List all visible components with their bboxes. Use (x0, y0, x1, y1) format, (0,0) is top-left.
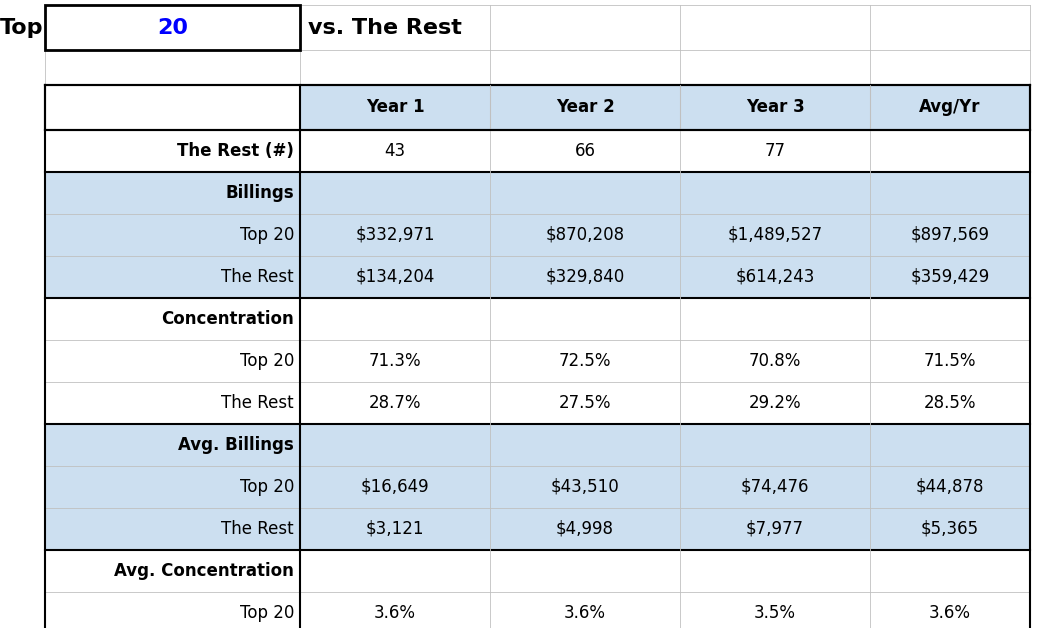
Text: $332,971: $332,971 (355, 226, 434, 244)
Text: The Rest: The Rest (221, 520, 294, 538)
Text: 20: 20 (157, 18, 188, 38)
Bar (45, 424, 1030, 466)
Text: 43: 43 (384, 142, 405, 160)
Text: Top 20: Top 20 (240, 478, 294, 496)
Text: $329,840: $329,840 (545, 268, 624, 286)
Text: $16,649: $16,649 (360, 478, 429, 496)
Bar (45, 85, 300, 130)
Bar (680, 85, 870, 130)
Text: $5,365: $5,365 (921, 520, 979, 538)
Text: 71.3%: 71.3% (369, 352, 422, 370)
Text: 27.5%: 27.5% (559, 394, 611, 412)
Text: $134,204: $134,204 (355, 268, 434, 286)
Bar (45, 340, 1030, 382)
Bar (45, 256, 1030, 298)
Text: 29.2%: 29.2% (749, 394, 802, 412)
Text: 71.5%: 71.5% (924, 352, 976, 370)
Text: $870,208: $870,208 (545, 226, 624, 244)
Text: Year 1: Year 1 (365, 99, 424, 117)
Text: Year 2: Year 2 (555, 99, 614, 117)
Text: $7,977: $7,977 (746, 520, 804, 538)
Bar (45, 466, 1030, 508)
Text: The Rest (#): The Rest (#) (177, 142, 294, 160)
Text: 28.7%: 28.7% (369, 394, 421, 412)
Text: 3.5%: 3.5% (754, 604, 796, 622)
Text: 3.6%: 3.6% (564, 604, 606, 622)
Text: 3.6%: 3.6% (929, 604, 971, 622)
Bar (45, 130, 1030, 172)
Text: $359,429: $359,429 (910, 268, 990, 286)
Bar (45, 508, 1030, 550)
Text: 3.6%: 3.6% (374, 604, 416, 622)
Bar (490, 85, 680, 130)
Text: Billings: Billings (226, 184, 294, 202)
Text: $44,878: $44,878 (916, 478, 984, 496)
Bar (45, 550, 1030, 592)
Bar (870, 85, 1030, 130)
Text: Avg/Yr: Avg/Yr (920, 99, 980, 117)
Text: Year 3: Year 3 (745, 99, 804, 117)
Text: 77: 77 (764, 142, 785, 160)
Text: Concentration: Concentration (161, 310, 294, 328)
Bar (45, 172, 1030, 214)
Bar (45, 5, 300, 50)
Text: 28.5%: 28.5% (924, 394, 976, 412)
Text: Top 20: Top 20 (240, 352, 294, 370)
Text: Top 20: Top 20 (240, 226, 294, 244)
Text: 72.5%: 72.5% (559, 352, 611, 370)
Bar (45, 298, 1030, 340)
Text: Top 20: Top 20 (240, 604, 294, 622)
Text: $897,569: $897,569 (910, 226, 990, 244)
Bar (45, 5, 300, 50)
Text: vs. The Rest: vs. The Rest (308, 18, 461, 38)
Text: 70.8%: 70.8% (749, 352, 801, 370)
Text: Top: Top (0, 18, 43, 38)
Text: $614,243: $614,243 (735, 268, 814, 286)
Bar (300, 85, 490, 130)
Text: $43,510: $43,510 (550, 478, 619, 496)
Text: The Rest: The Rest (221, 268, 294, 286)
Bar (45, 592, 1030, 628)
Text: $1,489,527: $1,489,527 (728, 226, 823, 244)
Text: The Rest: The Rest (221, 394, 294, 412)
Text: 66: 66 (574, 142, 595, 160)
Bar (45, 214, 1030, 256)
Bar (45, 382, 1030, 424)
Text: $4,998: $4,998 (556, 520, 614, 538)
Text: Avg. Billings: Avg. Billings (179, 436, 294, 454)
Text: $3,121: $3,121 (365, 520, 424, 538)
Text: $74,476: $74,476 (741, 478, 809, 496)
Text: Avg. Concentration: Avg. Concentration (114, 562, 294, 580)
